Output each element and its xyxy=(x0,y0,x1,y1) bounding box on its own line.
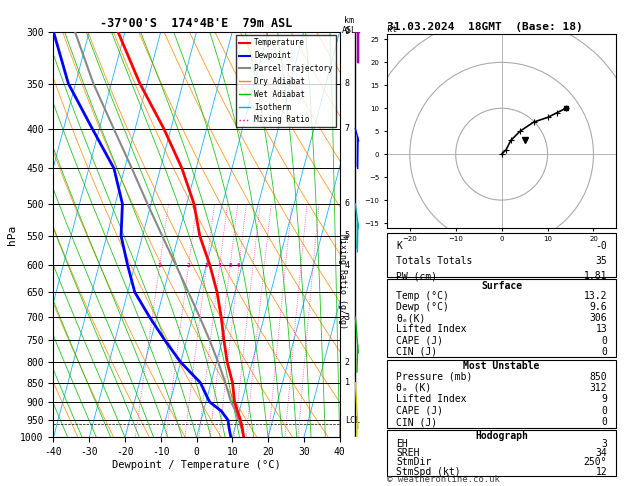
Text: CAPE (J): CAPE (J) xyxy=(396,335,443,346)
Text: 250°: 250° xyxy=(584,457,607,468)
Text: Dewp (°C): Dewp (°C) xyxy=(396,302,449,312)
Text: 0: 0 xyxy=(601,347,607,357)
Text: 3: 3 xyxy=(601,439,607,449)
Text: 4: 4 xyxy=(218,263,221,268)
Text: CIN (J): CIN (J) xyxy=(396,347,437,357)
Text: 0: 0 xyxy=(601,406,607,416)
Text: Lifted Index: Lifted Index xyxy=(396,325,467,334)
Text: StmSpd (kt): StmSpd (kt) xyxy=(396,467,460,477)
Text: 0: 0 xyxy=(601,417,607,427)
Y-axis label: hPa: hPa xyxy=(8,225,18,244)
Text: 31.03.2024  18GMT  (Base: 18): 31.03.2024 18GMT (Base: 18) xyxy=(387,22,582,32)
Text: © weatheronline.co.uk: © weatheronline.co.uk xyxy=(387,474,499,484)
Text: Temp (°C): Temp (°C) xyxy=(396,291,449,301)
Text: 5: 5 xyxy=(345,231,350,241)
Text: 3: 3 xyxy=(345,312,350,322)
Text: 5: 5 xyxy=(228,263,232,268)
Text: 1.81: 1.81 xyxy=(584,271,607,281)
Text: 4: 4 xyxy=(345,260,350,270)
Text: 306: 306 xyxy=(589,313,607,323)
Text: 34: 34 xyxy=(596,448,607,458)
Text: LCL: LCL xyxy=(345,416,360,425)
Text: 13: 13 xyxy=(596,325,607,334)
Text: 2: 2 xyxy=(345,358,350,367)
Text: 2: 2 xyxy=(187,263,191,268)
Text: 8: 8 xyxy=(345,79,350,88)
Text: Pressure (mb): Pressure (mb) xyxy=(396,372,472,382)
Text: 1: 1 xyxy=(158,263,162,268)
Text: Hodograph: Hodograph xyxy=(475,432,528,441)
Text: 3: 3 xyxy=(204,263,208,268)
Title: -37°00'S  174°4B'E  79m ASL: -37°00'S 174°4B'E 79m ASL xyxy=(101,17,292,31)
Legend: Temperature, Dewpoint, Parcel Trajectory, Dry Adiabat, Wet Adiabat, Isotherm, Mi: Temperature, Dewpoint, Parcel Trajectory… xyxy=(236,35,336,127)
Text: 13.2: 13.2 xyxy=(584,291,607,301)
Text: km
ASL: km ASL xyxy=(342,16,357,35)
Text: 12: 12 xyxy=(596,467,607,477)
Text: EH: EH xyxy=(396,439,408,449)
Text: Totals Totals: Totals Totals xyxy=(396,256,472,266)
Text: Surface: Surface xyxy=(481,280,522,291)
Text: CAPE (J): CAPE (J) xyxy=(396,406,443,416)
Text: Most Unstable: Most Unstable xyxy=(464,361,540,371)
Text: 6: 6 xyxy=(345,199,350,208)
Text: StmDir: StmDir xyxy=(396,457,431,468)
Text: 9: 9 xyxy=(601,394,607,404)
Text: 1: 1 xyxy=(345,378,350,387)
Text: kt: kt xyxy=(387,25,397,34)
Text: 35: 35 xyxy=(596,256,607,266)
Text: -0: -0 xyxy=(596,241,607,251)
Text: 850: 850 xyxy=(589,372,607,382)
Text: 0: 0 xyxy=(601,335,607,346)
Text: Mixing Ratio (g/kg): Mixing Ratio (g/kg) xyxy=(338,235,347,330)
Text: K: K xyxy=(396,241,402,251)
Text: 9.6: 9.6 xyxy=(589,302,607,312)
X-axis label: Dewpoint / Temperature (°C): Dewpoint / Temperature (°C) xyxy=(112,460,281,470)
Text: 6: 6 xyxy=(237,263,241,268)
Text: PW (cm): PW (cm) xyxy=(396,271,437,281)
Text: CIN (J): CIN (J) xyxy=(396,417,437,427)
Text: Lifted Index: Lifted Index xyxy=(396,394,467,404)
Text: 9: 9 xyxy=(345,27,350,36)
Text: θₑ (K): θₑ (K) xyxy=(396,383,431,393)
Text: 7: 7 xyxy=(345,124,350,133)
Text: θₑ(K): θₑ(K) xyxy=(396,313,425,323)
Text: SREH: SREH xyxy=(396,448,420,458)
Text: 312: 312 xyxy=(589,383,607,393)
